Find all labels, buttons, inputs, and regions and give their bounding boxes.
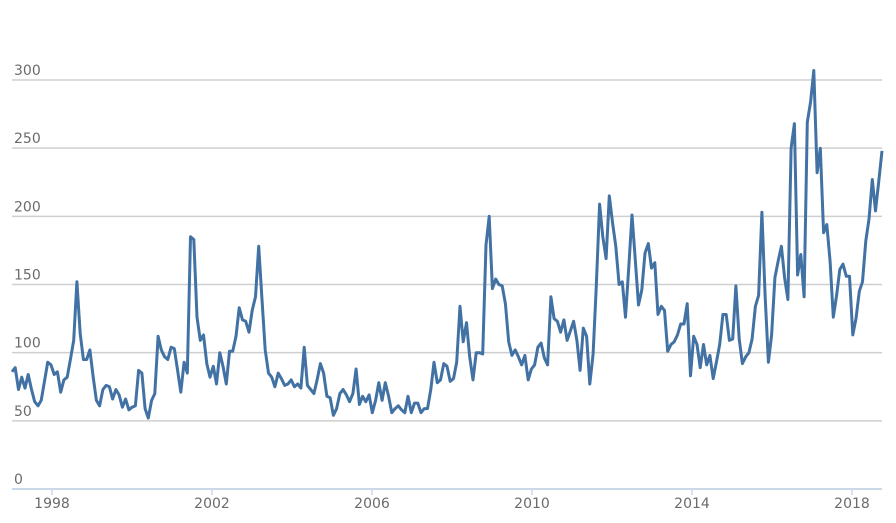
x-tick-label: 2006: [354, 496, 390, 512]
y-tick-label: 200: [14, 199, 41, 215]
y-tick-label: 100: [14, 336, 41, 352]
y-tick-label: 0: [14, 472, 23, 488]
y-tick-label: 250: [14, 131, 41, 147]
x-tick-label: 2018: [834, 496, 870, 512]
y-tick-label: 150: [14, 268, 41, 284]
x-axis: [12, 488, 882, 495]
y-axis-tick-labels: 0 50 100 150 200 250 300: [14, 63, 41, 488]
x-tick-label: 2014: [674, 496, 710, 512]
series-line: [10, 69, 884, 420]
x-tick-label: 2010: [514, 496, 550, 512]
data-points: [11, 70, 883, 419]
y-tick-label: 50: [14, 404, 32, 420]
x-axis-tick-labels: 1998 2002 2006 2010 2014 2018: [34, 496, 870, 512]
y-tick-label: 300: [14, 63, 41, 79]
x-tick-label: 1998: [34, 496, 70, 512]
x-tick-label: 2002: [194, 496, 230, 512]
